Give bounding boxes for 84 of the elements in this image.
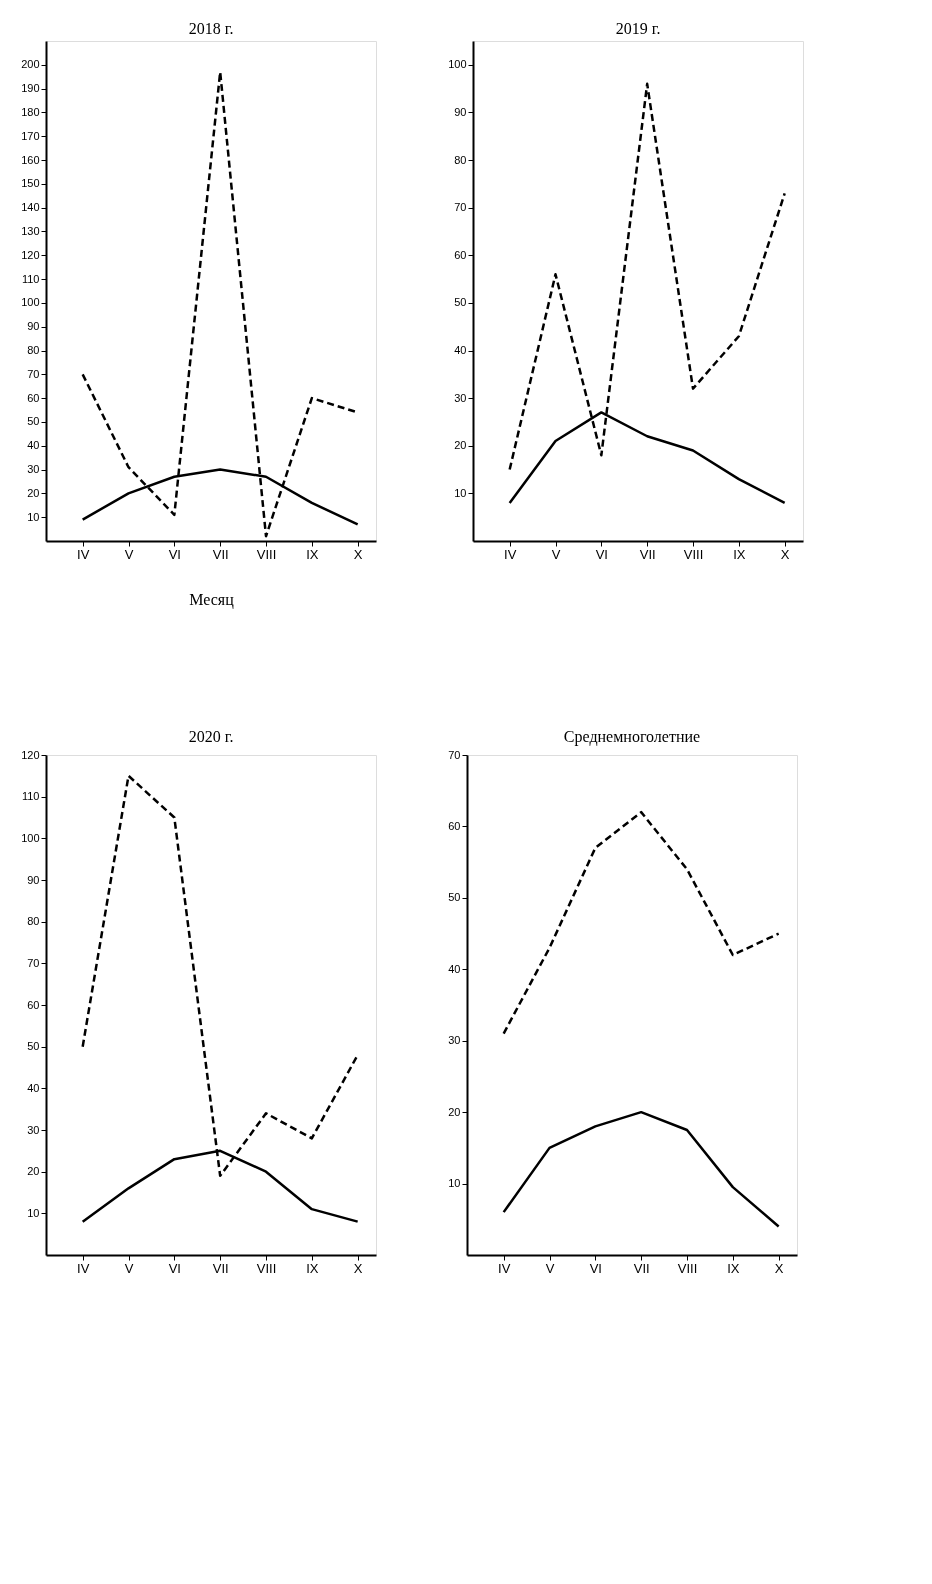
x-tick-label: VIII: [256, 546, 277, 562]
x-tick-label: VI: [168, 1260, 181, 1276]
x-tick-label: IV: [498, 1260, 511, 1276]
y-tick-label: 100: [21, 831, 40, 844]
y-tick-label: 80: [27, 344, 40, 357]
y-tick-label: 20: [27, 486, 40, 499]
x-tick-label: VII: [639, 546, 656, 562]
y-tick-label: 160: [21, 153, 40, 166]
x-tick-label: IX: [733, 546, 746, 562]
y-tick-label: 100: [21, 296, 40, 309]
x-tick-label: IX: [306, 546, 319, 562]
y-tick-label: 70: [448, 748, 461, 761]
x-tick-label: IV: [77, 546, 90, 562]
y-tick-label: 100: [448, 58, 467, 71]
y-tick-label: 40: [448, 962, 461, 975]
x-tick-label: VIII: [683, 546, 704, 562]
y-tick-label: 180: [21, 105, 40, 118]
y-tick-label: 10: [448, 1177, 461, 1190]
y-tick-label: 190: [21, 82, 40, 95]
y-tick-label: 80: [454, 153, 467, 166]
y-tick-label: 30: [27, 1123, 40, 1136]
x-tick-label: VI: [589, 1260, 602, 1276]
x-tick-label: X: [353, 1260, 363, 1276]
y-tick-label: 60: [454, 248, 467, 261]
y-tick-label: 50: [448, 891, 461, 904]
y-tick-label: 10: [27, 510, 40, 523]
y-tick-label: 30: [454, 391, 467, 404]
x-tick-label: X: [353, 546, 363, 562]
chart-title: 2018 г.: [188, 20, 234, 37]
y-tick-label: 40: [27, 1081, 40, 1094]
y-tick-label: 40: [27, 439, 40, 452]
line-series: [502, 810, 780, 1035]
y-tick-label: 50: [454, 296, 467, 309]
y-tick-label: 70: [27, 367, 40, 380]
x-tick-label: VIII: [677, 1260, 698, 1276]
y-tick-label: 150: [21, 177, 40, 190]
y-tick-label: 120: [21, 748, 40, 761]
y-tick-label: 60: [27, 391, 40, 404]
y-tick-label: 60: [448, 819, 461, 832]
x-tick-label: VIII: [256, 1260, 277, 1276]
x-tick-label: X: [780, 546, 790, 562]
line-series: [502, 1110, 780, 1228]
y-tick-label: 120: [21, 248, 40, 261]
x-tick-label: IV: [77, 1260, 90, 1276]
x-tick-label: IV: [504, 546, 517, 562]
x-tick-label: X: [774, 1260, 784, 1276]
y-tick-label: 30: [448, 1034, 461, 1047]
x-tick-label: VI: [168, 546, 181, 562]
x-tick-label: IX: [306, 1260, 319, 1276]
chart-title: 2020 г.: [188, 728, 234, 745]
x-tick-label: V: [124, 1260, 134, 1276]
y-tick-label: 10: [27, 1206, 40, 1219]
y-tick-label: 30: [27, 463, 40, 476]
y-tick-label: 10: [454, 486, 467, 499]
y-tick-label: 110: [21, 272, 40, 285]
y-tick-label: 60: [27, 998, 40, 1011]
y-tick-label: 20: [27, 1165, 40, 1178]
y-tick-label: 70: [454, 201, 467, 214]
y-tick-label: 40: [454, 344, 467, 357]
y-tick-label: 90: [27, 320, 40, 333]
y-tick-label: 90: [27, 873, 40, 886]
y-tick-label: 110: [21, 790, 40, 803]
chart-title: 2019 г.: [615, 20, 661, 37]
x-tick-label: VII: [212, 1260, 229, 1276]
x-tick-label: VII: [633, 1260, 650, 1276]
x-tick-label: VII: [212, 546, 229, 562]
x-tick-label: V: [551, 546, 561, 562]
y-tick-label: 70: [27, 956, 40, 969]
y-tick-label: 20: [448, 1105, 461, 1118]
x-tick-label: V: [124, 546, 134, 562]
x-tick-label: V: [545, 1260, 555, 1276]
x-tick-label: VI: [595, 546, 608, 562]
y-tick-label: 20: [454, 439, 467, 452]
x-tick-label: IX: [727, 1260, 740, 1276]
y-tick-label: 140: [21, 201, 40, 214]
y-tick-label: 200: [21, 58, 40, 71]
y-tick-label: 80: [27, 915, 40, 928]
y-tick-label: 50: [27, 1040, 40, 1053]
chart-title: Среднемноголетние: [563, 728, 701, 746]
y-tick-label: 50: [27, 415, 40, 428]
x-axis-title: Месяц: [189, 590, 235, 609]
y-tick-label: 90: [454, 105, 467, 118]
y-tick-label: 130: [21, 224, 40, 237]
y-tick-label: 170: [21, 129, 40, 142]
